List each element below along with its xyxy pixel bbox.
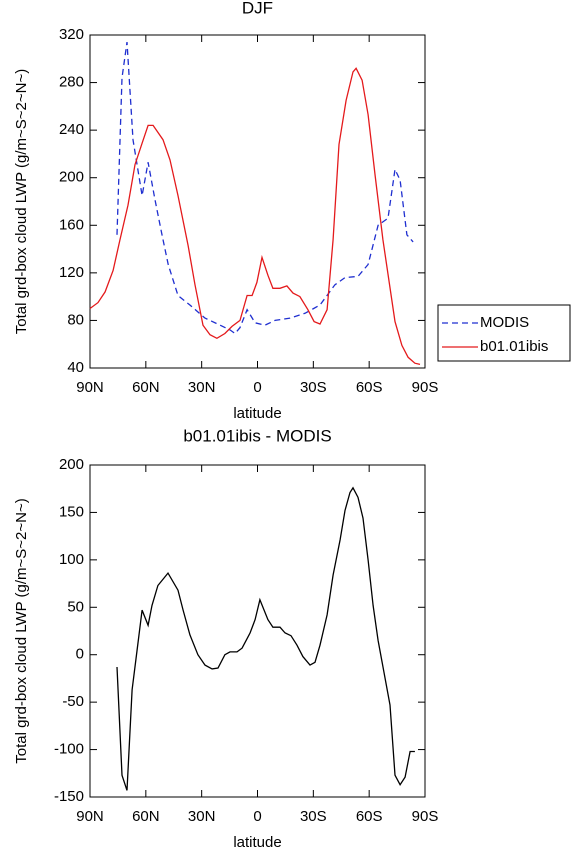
y-tick-label: 0 — [76, 646, 84, 663]
y-tick-label: 200 — [59, 169, 84, 186]
legend-box — [437, 304, 571, 362]
x-axis-label: latitude — [233, 834, 281, 851]
x-axis-label: latitude — [233, 405, 281, 422]
x-tick-label: 90N — [76, 379, 104, 396]
x-tick-label: 30S — [300, 808, 327, 825]
y-tick-label: 240 — [59, 121, 84, 138]
y-tick-label: 200 — [59, 456, 84, 473]
series-line — [116, 486, 415, 791]
x-tick-label: 90S — [412, 808, 439, 825]
y-axis-label: Total grd-box cloud LWP (g/m~S~2~N~) — [13, 69, 30, 334]
x-tick-label: 0 — [253, 379, 261, 396]
y-tick-label: 150 — [59, 503, 84, 520]
x-tick-label: 60N — [132, 379, 160, 396]
y-tick-label: -100 — [54, 741, 84, 758]
y-tick-label: 120 — [59, 264, 84, 281]
series-line — [116, 42, 414, 335]
x-tick-label: 30N — [188, 379, 216, 396]
x-tick-label: 90S — [412, 379, 439, 396]
y-tick-label: 100 — [59, 551, 84, 568]
chart-title: DJF — [242, 0, 273, 17]
x-tick-label: 60S — [356, 808, 383, 825]
plot-frame — [89, 464, 426, 798]
y-axis-label: Total grd-box cloud LWP (g/m~S~2~N~) — [13, 498, 30, 763]
x-tick-label: 30N — [188, 808, 216, 825]
y-tick-label: 50 — [67, 598, 84, 615]
y-tick-label: 80 — [67, 311, 84, 328]
chart-title: b01.01ibis - MODIS — [183, 426, 331, 445]
x-tick-label: 90N — [76, 808, 104, 825]
legend-label: b01.01ibis — [480, 338, 548, 355]
x-tick-label: 60S — [356, 379, 383, 396]
x-tick-label: 30S — [300, 379, 327, 396]
series-line — [89, 67, 421, 366]
y-tick-label: -150 — [54, 788, 84, 805]
y-tick-label: 160 — [59, 216, 84, 233]
x-tick-label: 0 — [253, 808, 261, 825]
y-tick-label: 280 — [59, 74, 84, 91]
y-tick-label: 40 — [67, 359, 84, 376]
plot-frame — [89, 34, 426, 369]
x-tick-label: 60N — [132, 808, 160, 825]
legend-label: MODIS — [480, 314, 529, 331]
y-tick-label: -50 — [62, 693, 84, 710]
y-tick-label: 320 — [59, 26, 84, 43]
